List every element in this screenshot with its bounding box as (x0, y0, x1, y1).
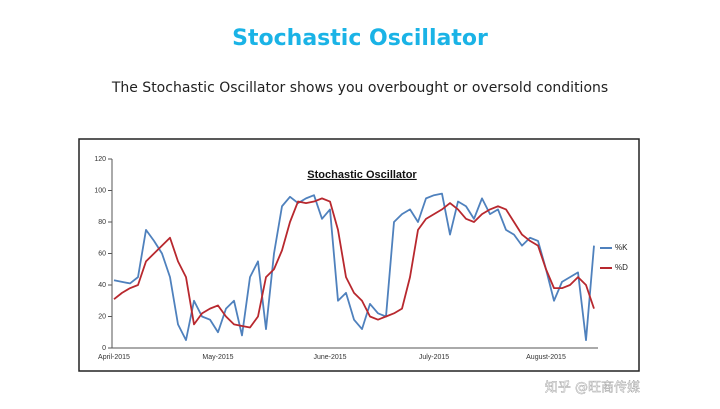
y-tick-label: 60 (98, 250, 106, 257)
legend-label: %K (615, 243, 628, 252)
legend-label: %D (615, 263, 628, 272)
y-tick-label: 0 (102, 345, 106, 352)
x-tick-label: May-2015 (202, 354, 233, 361)
chart-frame (78, 138, 640, 372)
chart-title: Stochastic Oscillator (307, 169, 417, 181)
y-tick-label: 80 (98, 219, 106, 226)
x-tick-label: April-2015 (98, 354, 130, 361)
series-line (113, 192, 595, 342)
y-tick-label: 20 (98, 313, 106, 320)
x-tick-label: August-2015 (526, 354, 566, 361)
y-tick-label: 40 (98, 282, 106, 289)
slide-subtitle: The Stochastic Oscillator shows you over… (111, 80, 608, 96)
watermark: 知乎 @旺商传媒 (545, 380, 640, 396)
x-tick-label: July-2015 (419, 354, 449, 361)
y-tick-label: 120 (94, 156, 106, 163)
series-line (113, 197, 595, 329)
y-tick-label: 100 (94, 187, 106, 194)
slide-title: Stochastic Oscillator (232, 26, 488, 51)
x-tick-label: June-2015 (313, 354, 346, 361)
